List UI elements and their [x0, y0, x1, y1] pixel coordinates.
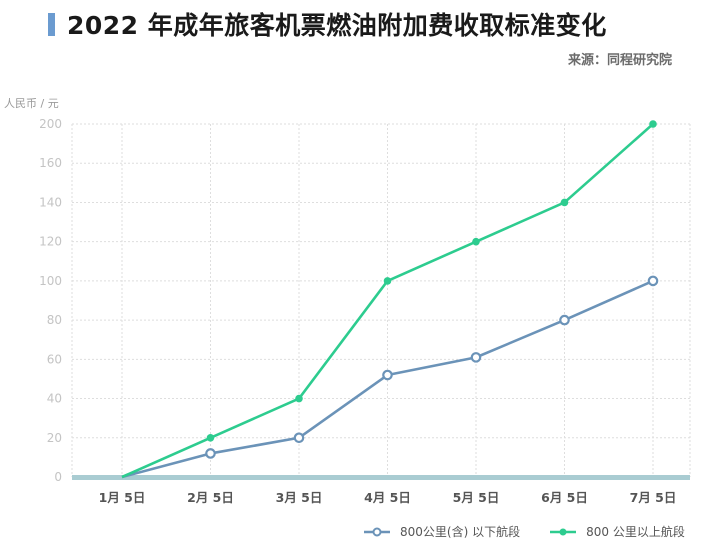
y-tick-label: 0: [54, 470, 62, 484]
data-point: [472, 237, 480, 246]
y-tick-label: 40: [47, 392, 62, 406]
chart-grid: [71, 123, 691, 477]
data-point: [649, 120, 657, 128]
title-accent-bar: [48, 12, 55, 36]
y-tick-label: 160: [39, 156, 62, 170]
legend-item-over-800km: 800 公里以上航段: [550, 523, 685, 540]
data-point: [206, 433, 215, 442]
x-tick-label: 6月 5日: [541, 490, 588, 505]
chart-series: [121, 120, 659, 479]
chart-legend: 800公里(含) 以下航段 800 公里以上航段: [364, 523, 715, 540]
x-tick-label: 7月 5日: [630, 490, 677, 505]
y-tick-label: 140: [39, 195, 62, 209]
x-axis-ticks: 1月 5日 2月 5日 3月 5日 4月 5日 5月 5日 6月 5日 7月 5日: [99, 490, 677, 505]
y-axis-unit-label: 人民币 / 元: [4, 97, 59, 110]
y-tick-label: 80: [47, 313, 62, 327]
hollow-circle-marker-icon: [364, 527, 390, 536]
data-point: [559, 314, 570, 326]
x-tick-label: 4月 5日: [364, 490, 411, 505]
x-tick-label: 1月 5日: [99, 490, 146, 505]
legend-item-under-800km: 800公里(含) 以下航段: [364, 523, 520, 540]
x-tick-label: 5月 5日: [453, 490, 500, 505]
data-point: [382, 369, 393, 381]
chart-header: 2022 年成年旅客机票燃油附加费收取标准变化: [48, 6, 607, 42]
data-point: [470, 352, 482, 363]
data-point: [205, 448, 216, 459]
data-point: [383, 277, 392, 285]
y-tick-label: 100: [39, 274, 62, 288]
data-point: [293, 432, 305, 444]
x-tick-label: 3月 5日: [276, 490, 323, 505]
legend-label: 800公里(含) 以下航段: [400, 525, 521, 539]
data-point: [560, 198, 569, 207]
chart-source: 来源：同程研究院: [567, 53, 672, 68]
y-tick-label: 120: [39, 235, 62, 249]
x-tick-label: 2月 5日: [187, 490, 234, 505]
y-tick-label: 20: [47, 431, 62, 445]
x-axis-baseline: [72, 475, 690, 480]
data-point: [295, 394, 303, 403]
legend-label: 800 公里以上航段: [586, 525, 685, 539]
chart-title: 2022 年成年旅客机票燃油附加费收取标准变化: [67, 11, 607, 40]
y-tick-label: 60: [47, 352, 62, 366]
filled-circle-marker-icon: [550, 528, 577, 535]
y-tick-label: 200: [39, 117, 62, 131]
data-point: [647, 275, 659, 287]
y-axis-ticks: 0 20 40 60 80 100 120 140 160 200: [39, 117, 62, 484]
